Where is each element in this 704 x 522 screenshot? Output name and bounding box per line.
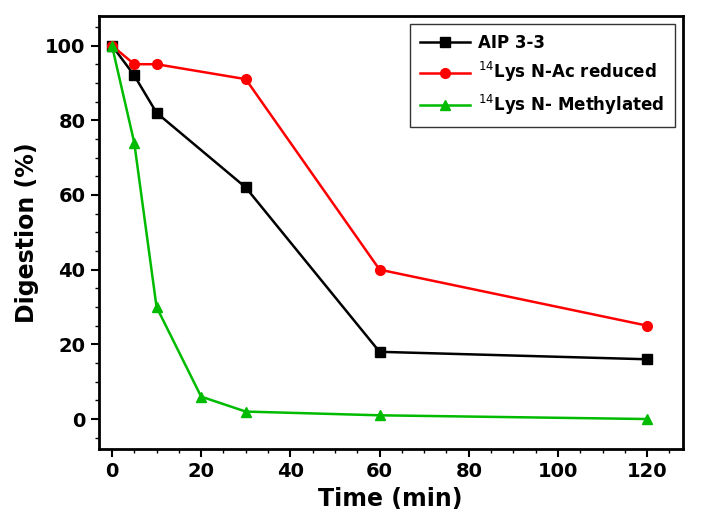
$^{14}$Lys N-Ac reduced xyxy=(375,267,384,273)
$^{14}$Lys N-Ac reduced xyxy=(130,61,139,67)
$^{14}$Lys N- Methylated xyxy=(643,416,651,422)
Line: $^{14}$Lys N-Ac reduced: $^{14}$Lys N-Ac reduced xyxy=(107,41,652,330)
$^{14}$Lys N- Methylated xyxy=(130,139,139,146)
$^{14}$Lys N- Methylated xyxy=(375,412,384,419)
Y-axis label: Digestion (%): Digestion (%) xyxy=(15,142,39,323)
$^{14}$Lys N- Methylated xyxy=(108,42,116,49)
Line: $^{14}$Lys N- Methylated: $^{14}$Lys N- Methylated xyxy=(107,41,652,424)
$^{14}$Lys N-Ac reduced xyxy=(241,76,250,82)
AIP 3-3 xyxy=(375,349,384,355)
$^{14}$Lys N-Ac reduced xyxy=(152,61,161,67)
$^{14}$Lys N- Methylated xyxy=(241,408,250,414)
Legend: AIP 3-3, $^{14}$Lys N-Ac reduced, $^{14}$Lys N- Methylated: AIP 3-3, $^{14}$Lys N-Ac reduced, $^{14}… xyxy=(410,24,674,127)
$^{14}$Lys N- Methylated xyxy=(197,394,206,400)
Line: AIP 3-3: AIP 3-3 xyxy=(107,41,652,364)
AIP 3-3 xyxy=(130,72,139,78)
$^{14}$Lys N-Ac reduced xyxy=(643,323,651,329)
$^{14}$Lys N- Methylated xyxy=(152,304,161,310)
AIP 3-3 xyxy=(108,42,116,49)
X-axis label: Time (min): Time (min) xyxy=(318,487,463,511)
AIP 3-3 xyxy=(152,110,161,116)
$^{14}$Lys N-Ac reduced xyxy=(108,42,116,49)
AIP 3-3 xyxy=(241,184,250,191)
AIP 3-3 xyxy=(643,356,651,362)
